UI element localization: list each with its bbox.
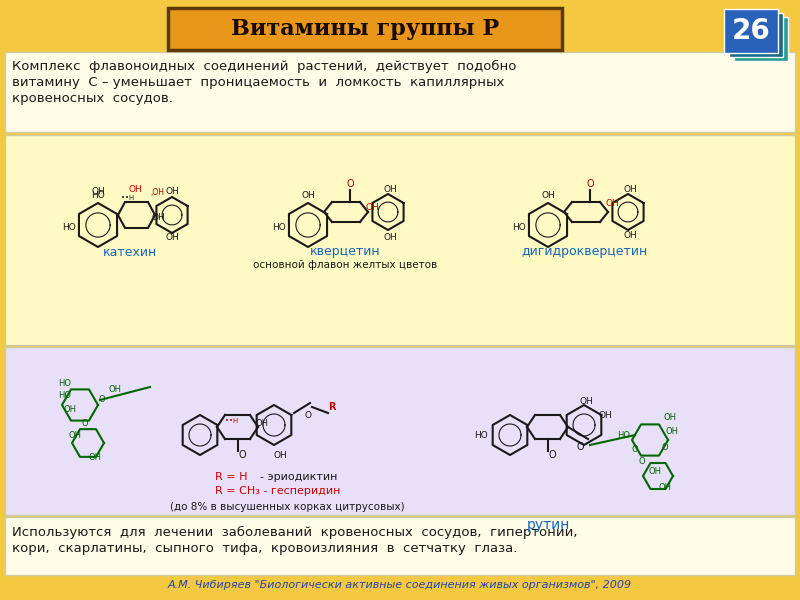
- FancyBboxPatch shape: [724, 9, 778, 53]
- Text: OH: OH: [658, 484, 671, 493]
- Text: O: O: [662, 443, 668, 452]
- Text: 26: 26: [732, 17, 770, 45]
- Text: OH: OH: [255, 419, 269, 427]
- Text: кверцетин: кверцетин: [310, 245, 380, 259]
- Text: O: O: [346, 179, 354, 189]
- Text: кровеносных  сосудов.: кровеносных сосудов.: [12, 92, 173, 105]
- Text: O: O: [548, 450, 556, 460]
- Text: HO: HO: [272, 223, 286, 232]
- Text: OH: OH: [383, 233, 397, 242]
- Text: OH: OH: [165, 233, 179, 242]
- Text: R = H: R = H: [215, 472, 247, 482]
- Text: HO: HO: [617, 431, 630, 439]
- Text: O: O: [98, 395, 106, 404]
- Text: OH: OH: [151, 214, 165, 223]
- Text: основной флавон желтых цветов: основной флавон желтых цветов: [253, 260, 437, 270]
- Text: HO: HO: [62, 223, 76, 232]
- Text: OH: OH: [663, 413, 677, 422]
- Text: OH: OH: [579, 397, 593, 406]
- Text: витамину  С – уменьшает  проницаемость  и  ломкость  капиллярных: витамину С – уменьшает проницаемость и л…: [12, 76, 504, 89]
- Text: R: R: [328, 402, 336, 412]
- Text: Витамины группы Р: Витамины группы Р: [231, 18, 499, 40]
- Text: катехин: катехин: [103, 245, 157, 259]
- Text: OH: OH: [63, 406, 77, 415]
- Text: ••H: ••H: [226, 418, 238, 424]
- Text: OH: OH: [69, 431, 82, 439]
- Text: OH: OH: [666, 427, 678, 437]
- Bar: [5, 517, 795, 575]
- Text: OH: OH: [301, 191, 315, 200]
- Text: OH: OH: [89, 452, 102, 461]
- Text: дигидрокверцетин: дигидрокверцетин: [522, 245, 648, 259]
- Text: O: O: [632, 445, 638, 455]
- Text: ••H: ••H: [122, 195, 134, 201]
- Text: O: O: [586, 179, 594, 189]
- Bar: [5, 347, 795, 515]
- Text: OH: OH: [128, 185, 142, 194]
- Text: OH: OH: [598, 410, 612, 419]
- Text: HO: HO: [91, 191, 105, 200]
- Text: O: O: [238, 450, 246, 460]
- Text: HO: HO: [512, 223, 526, 232]
- Text: OH: OH: [623, 185, 637, 194]
- Text: OH: OH: [109, 385, 122, 395]
- Text: Используются  для  лечении  заболеваний  кровеносных  сосудов,  гипертонии,: Используются для лечении заболеваний кро…: [12, 526, 578, 539]
- FancyBboxPatch shape: [729, 13, 783, 57]
- Text: кори,  скарлатины,  сыпного  тифа,  кровоизлияния  в  сетчатку  глаза.: кори, скарлатины, сыпного тифа, кровоизл…: [12, 542, 518, 555]
- Text: OH: OH: [365, 203, 379, 212]
- Text: А.М. Чибиряев "Биологически активные соединения живых организмов", 2009: А.М. Чибиряев "Биологически активные сое…: [168, 580, 632, 590]
- Text: - эриодиктин: - эриодиктин: [260, 472, 338, 482]
- Text: OH: OH: [273, 451, 287, 460]
- Text: O: O: [576, 442, 584, 452]
- Text: O: O: [638, 457, 646, 467]
- Text: O: O: [305, 410, 311, 419]
- Text: HO: HO: [58, 391, 71, 400]
- Text: OH: OH: [623, 232, 637, 241]
- Bar: [5, 52, 795, 132]
- FancyBboxPatch shape: [168, 8, 562, 50]
- Text: ,OH: ,OH: [150, 187, 164, 196]
- Text: OH: OH: [165, 187, 179, 196]
- Text: HO: HO: [474, 431, 488, 439]
- Text: OH: OH: [91, 187, 105, 196]
- Text: Комплекс  флавоноидных  соединений  растений,  действует  подобно: Комплекс флавоноидных соединений растени…: [12, 60, 516, 73]
- Text: (до 8% в высушенных корках цитрусовых): (до 8% в высушенных корках цитрусовых): [170, 502, 405, 512]
- Text: HO: HO: [58, 379, 71, 388]
- Bar: [5, 135, 795, 345]
- FancyBboxPatch shape: [734, 17, 788, 61]
- Text: OH: OH: [383, 185, 397, 194]
- Text: OH: OH: [541, 191, 555, 200]
- Text: O: O: [82, 419, 88, 427]
- Text: R = CH₃ - гесперидин: R = CH₃ - гесперидин: [215, 486, 340, 496]
- Text: OH: OH: [605, 199, 619, 208]
- Text: рутин: рутин: [526, 518, 570, 532]
- Text: OH: OH: [649, 467, 662, 476]
